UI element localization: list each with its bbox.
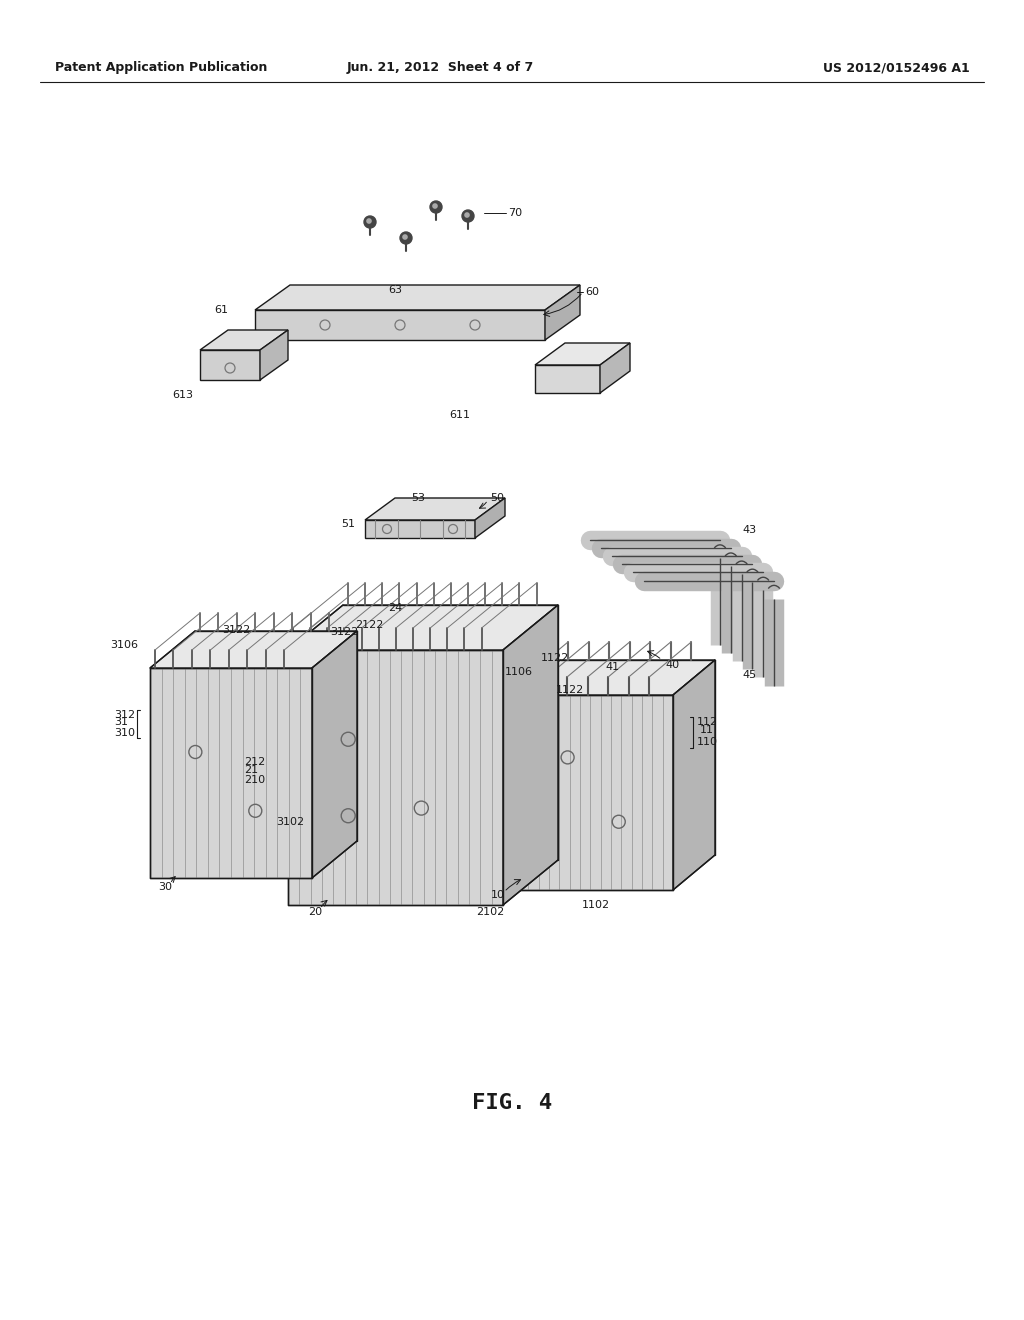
Text: 60: 60 <box>585 286 599 297</box>
Text: 63: 63 <box>388 285 402 294</box>
Text: 45: 45 <box>742 671 756 680</box>
Text: 3106: 3106 <box>110 640 138 649</box>
Text: 21: 21 <box>244 766 258 775</box>
Circle shape <box>400 232 412 244</box>
Circle shape <box>367 219 371 223</box>
Text: 43: 43 <box>742 525 756 535</box>
Polygon shape <box>288 649 503 906</box>
Text: 1106: 1106 <box>505 667 534 677</box>
Polygon shape <box>673 660 715 890</box>
Circle shape <box>462 210 474 222</box>
Text: Jun. 21, 2012  Sheet 4 of 7: Jun. 21, 2012 Sheet 4 of 7 <box>346 62 534 74</box>
Polygon shape <box>475 498 505 539</box>
Polygon shape <box>365 498 505 520</box>
Polygon shape <box>535 343 630 366</box>
Text: 24: 24 <box>388 603 402 612</box>
Circle shape <box>433 203 437 209</box>
Text: 1122: 1122 <box>556 685 584 696</box>
Text: 70: 70 <box>508 209 522 218</box>
Polygon shape <box>200 330 288 350</box>
Polygon shape <box>200 350 260 380</box>
Text: 110: 110 <box>697 737 718 747</box>
Polygon shape <box>503 605 558 906</box>
Polygon shape <box>255 310 545 341</box>
Text: 3122: 3122 <box>222 624 250 635</box>
Circle shape <box>402 235 408 239</box>
Text: 53: 53 <box>411 492 425 503</box>
Circle shape <box>364 216 376 228</box>
Text: 20: 20 <box>308 907 323 917</box>
Text: 2122: 2122 <box>355 620 383 630</box>
Text: 40: 40 <box>665 660 679 671</box>
Text: 2102: 2102 <box>476 907 504 917</box>
Polygon shape <box>518 660 715 696</box>
Polygon shape <box>150 631 357 668</box>
Polygon shape <box>260 330 288 380</box>
Text: 3122: 3122 <box>330 627 358 638</box>
Text: 613: 613 <box>172 389 193 400</box>
Text: 30: 30 <box>158 882 172 892</box>
Polygon shape <box>312 631 357 878</box>
Polygon shape <box>545 285 580 341</box>
Text: Patent Application Publication: Patent Application Publication <box>55 62 267 74</box>
Text: 50: 50 <box>490 492 504 503</box>
Circle shape <box>465 213 469 216</box>
Text: 210: 210 <box>244 775 265 785</box>
Polygon shape <box>150 668 312 878</box>
Text: 312: 312 <box>114 710 135 719</box>
Text: 1122: 1122 <box>541 653 569 663</box>
Text: 611: 611 <box>450 411 470 420</box>
Polygon shape <box>288 605 558 649</box>
Polygon shape <box>535 366 600 393</box>
Text: 1102: 1102 <box>582 900 610 909</box>
Text: 310: 310 <box>114 729 135 738</box>
Text: 10: 10 <box>490 890 505 900</box>
Polygon shape <box>518 696 673 890</box>
Polygon shape <box>255 285 580 310</box>
Circle shape <box>430 201 442 213</box>
Text: 61: 61 <box>214 305 228 315</box>
Text: 11: 11 <box>700 725 714 735</box>
Polygon shape <box>600 343 630 393</box>
Text: 212: 212 <box>244 756 265 767</box>
Text: 112: 112 <box>697 717 718 727</box>
Text: FIG. 4: FIG. 4 <box>472 1093 552 1113</box>
Polygon shape <box>365 520 475 539</box>
Text: US 2012/0152496 A1: US 2012/0152496 A1 <box>823 62 970 74</box>
Text: 3102: 3102 <box>275 817 304 828</box>
Text: 41: 41 <box>605 663 620 672</box>
Text: 31: 31 <box>114 717 128 727</box>
Text: 51: 51 <box>341 519 355 529</box>
